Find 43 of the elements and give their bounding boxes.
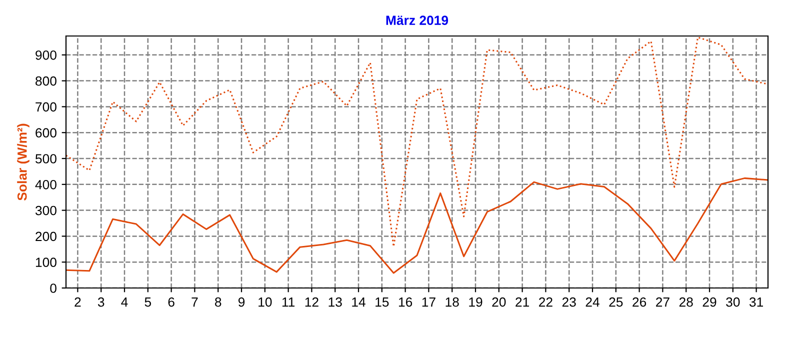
- chart-title: März 2019: [386, 16, 448, 26]
- x-tick-label: 18: [446, 297, 459, 307]
- x-tick-label: 27: [656, 297, 670, 307]
- x-tick-label: 16: [398, 297, 412, 307]
- x-tick-label: 25: [609, 297, 623, 307]
- y-tick-label: 0: [50, 284, 56, 293]
- y-tick-label: 100: [36, 258, 56, 268]
- x-tick-label: 7: [192, 298, 198, 307]
- x-tick-label: 5: [144, 298, 152, 307]
- x-tick-label: 14: [352, 298, 366, 307]
- y-tick-label: 400: [35, 180, 56, 190]
- x-tick-label: 24: [586, 297, 600, 307]
- x-tick-label: 10: [258, 297, 272, 307]
- x-tick-label: 13: [328, 297, 342, 307]
- x-tick-label: 9: [238, 297, 245, 307]
- y-tick-label: 700: [36, 102, 56, 112]
- x-tick-label: 8: [215, 297, 222, 307]
- x-tick-label: 30: [726, 297, 740, 307]
- x-tick-label: 3: [98, 297, 104, 307]
- x-tick-label: 6: [168, 297, 174, 307]
- x-tick-label: 22: [539, 297, 552, 307]
- x-tick-label: 15: [376, 298, 389, 307]
- x-tick-label: 19: [469, 297, 482, 307]
- y-tick-label: 500: [35, 154, 56, 164]
- x-tick-label: 17: [422, 298, 436, 307]
- y-tick-label: 200: [36, 232, 56, 242]
- y-tick-label: 900: [36, 50, 56, 60]
- x-tick-label: 28: [679, 297, 693, 307]
- x-tick-label: 29: [702, 297, 716, 307]
- line-series: [66, 177, 768, 274]
- x-tick-label: 20: [492, 297, 506, 307]
- x-tick-label: 31: [749, 297, 763, 307]
- x-tick-label: 21: [516, 297, 529, 307]
- x-tick-label: 12: [305, 297, 318, 307]
- y-axis-title: Solar (W/m²): [17, 124, 30, 200]
- y-tick-label: 600: [36, 128, 56, 138]
- y-tick-label: 300: [35, 206, 56, 216]
- x-tick-label: 4: [121, 298, 128, 307]
- x-tick-label: 11: [282, 298, 295, 307]
- x-tick-label: 26: [632, 297, 646, 307]
- y-tick-label: 800: [36, 76, 56, 86]
- x-tick-label: 23: [562, 297, 576, 307]
- x-tick-label: 2: [74, 297, 81, 307]
